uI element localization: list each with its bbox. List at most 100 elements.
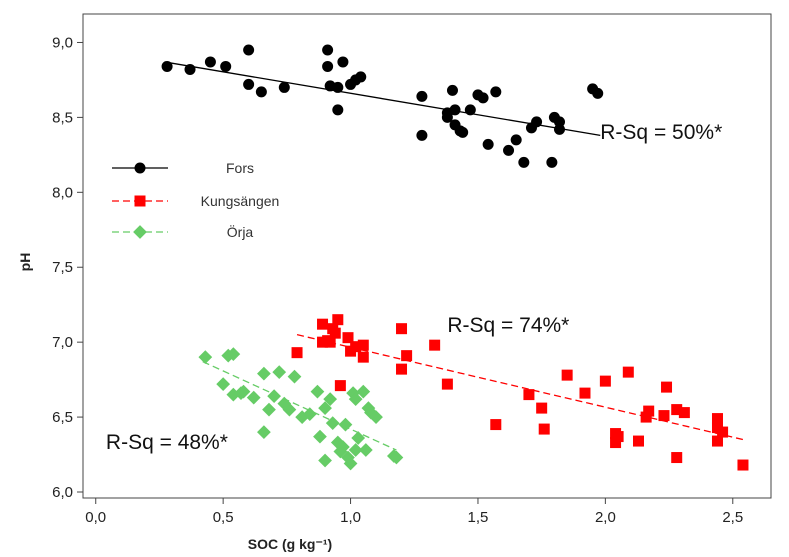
data-point <box>357 351 369 363</box>
y-tick-label: 8,0 <box>52 184 73 201</box>
data-point <box>369 410 383 424</box>
data-point <box>291 347 303 359</box>
x-tick-label: 2,0 <box>595 509 616 526</box>
data-point <box>216 377 231 391</box>
data-point <box>711 413 723 425</box>
data-point <box>282 402 297 417</box>
data-point <box>204 56 216 68</box>
data-point <box>302 407 317 421</box>
data-point <box>389 450 404 465</box>
data-point <box>357 339 369 351</box>
data-point <box>482 138 494 150</box>
data-point <box>546 156 558 168</box>
y-tick-label: 6,0 <box>52 484 73 501</box>
data-point <box>336 440 350 454</box>
legend: Fors Kungsängen Örja <box>112 160 279 240</box>
data-point <box>351 431 366 445</box>
x-tick-label: 0,5 <box>213 509 234 526</box>
data-point <box>396 363 408 375</box>
x-axis-title: SOC (g kg⁻¹) <box>248 536 332 552</box>
legend-marker <box>134 195 146 207</box>
data-point <box>257 425 271 439</box>
x-tick-label: 1,0 <box>340 509 361 526</box>
data-point <box>396 323 408 335</box>
data-point <box>561 369 573 381</box>
data-point <box>267 389 281 403</box>
data-point <box>678 407 690 419</box>
data-point <box>464 104 476 116</box>
data-point <box>490 86 502 98</box>
r-squared-annotation: R-Sq = 48%* <box>106 431 228 454</box>
data-point <box>243 44 255 56</box>
data-point <box>355 71 367 83</box>
y-axis-title: pH <box>17 253 33 272</box>
data-point <box>503 144 515 156</box>
data-point <box>671 404 683 416</box>
legend-marker <box>134 162 146 174</box>
data-point <box>313 429 327 444</box>
data-point <box>322 60 334 72</box>
legend-marker <box>133 225 147 239</box>
data-point <box>317 318 329 330</box>
data-point <box>510 134 522 146</box>
data-point <box>348 443 363 457</box>
data-point <box>518 156 530 168</box>
data-point <box>416 129 428 141</box>
data-point <box>332 314 344 326</box>
data-point <box>257 366 271 381</box>
legend-label: Örja <box>227 223 254 240</box>
data-point <box>287 369 302 384</box>
data-point <box>337 56 349 68</box>
data-point <box>356 384 371 399</box>
plot-frame <box>82 13 772 499</box>
data-point <box>323 392 338 406</box>
y-tick-label: 8,5 <box>52 109 73 126</box>
data-point <box>477 92 489 104</box>
data-point <box>318 453 332 468</box>
data-point <box>348 392 363 406</box>
y-tick-label: 7,0 <box>52 334 73 351</box>
y-tick-label: 7,5 <box>52 259 73 276</box>
data-point <box>592 87 604 99</box>
data-point <box>329 327 341 339</box>
data-point <box>671 452 683 464</box>
data-point <box>358 443 373 457</box>
y-tick-label: 9,0 <box>52 34 73 51</box>
legend-label: Fors <box>226 160 254 176</box>
data-point <box>220 60 232 72</box>
data-point <box>338 417 353 432</box>
data-point <box>599 375 611 387</box>
data-point <box>640 411 652 423</box>
data-point <box>441 378 453 390</box>
data-point <box>661 381 673 393</box>
data-point <box>717 426 729 438</box>
data-point <box>322 44 334 56</box>
data-point <box>334 380 346 392</box>
data-point <box>278 81 290 93</box>
legend-label: Kungsängen <box>201 193 280 209</box>
data-point <box>457 126 469 138</box>
r-squared-annotation: R-Sq = 50%* <box>600 121 722 144</box>
data-point <box>262 402 276 417</box>
data-point <box>610 437 622 449</box>
data-point <box>318 401 332 415</box>
fit-line <box>202 361 397 451</box>
data-point <box>272 365 287 380</box>
data-point <box>429 339 441 351</box>
data-point <box>612 431 624 443</box>
fit-line <box>164 61 601 137</box>
data-point <box>332 104 344 116</box>
data-point <box>184 63 196 75</box>
data-point <box>401 350 413 362</box>
x-tick-label: 2,5 <box>722 509 743 526</box>
data-point <box>441 111 453 123</box>
data-point <box>446 84 458 96</box>
data-point <box>737 459 749 471</box>
data-point <box>490 419 502 431</box>
data-point <box>536 402 548 414</box>
data-point <box>325 416 340 430</box>
data-point <box>342 332 354 344</box>
data-point <box>324 336 336 348</box>
data-point <box>243 78 255 90</box>
